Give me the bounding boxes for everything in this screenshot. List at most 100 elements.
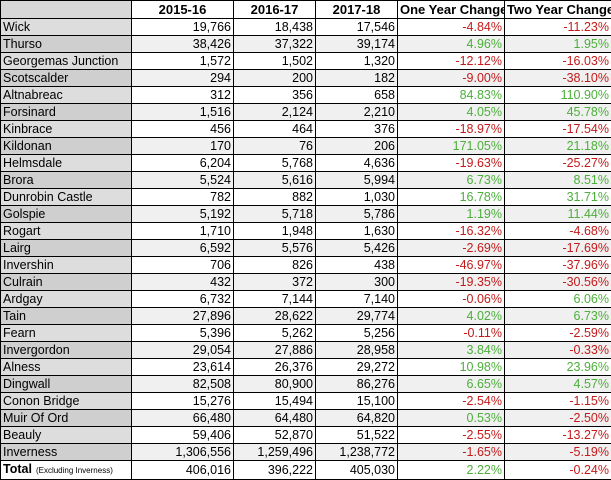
value-2015-16-cell[interactable]: 782 bbox=[132, 189, 234, 206]
header-2016-17[interactable]: 2016-17 bbox=[234, 1, 316, 19]
value-2016-17-cell[interactable]: 26,376 bbox=[234, 359, 316, 376]
value-2015-16-cell[interactable]: 294 bbox=[132, 70, 234, 87]
station-name-cell[interactable]: Muir Of Ord bbox=[1, 410, 132, 427]
one-year-change-cell[interactable]: 6.73% bbox=[398, 172, 505, 189]
station-name-cell[interactable]: Wick bbox=[1, 19, 132, 36]
value-2017-18-cell[interactable]: 1,320 bbox=[316, 53, 398, 70]
value-2016-17-cell[interactable]: 372 bbox=[234, 274, 316, 291]
one-year-change-cell[interactable]: 84.83% bbox=[398, 87, 505, 104]
two-year-change-cell[interactable]: 6.73% bbox=[505, 308, 611, 325]
value-2016-17-cell[interactable]: 1,948 bbox=[234, 223, 316, 240]
two-year-change-cell[interactable]: -17.54% bbox=[505, 121, 611, 138]
value-2015-16-cell[interactable]: 6,592 bbox=[132, 240, 234, 257]
two-year-change-cell[interactable]: -16.03% bbox=[505, 53, 611, 70]
value-2015-16-cell[interactable]: 1,572 bbox=[132, 53, 234, 70]
two-year-change-cell[interactable]: 31.71% bbox=[505, 189, 611, 206]
one-year-change-cell[interactable]: 6.65% bbox=[398, 376, 505, 393]
value-2016-17-cell[interactable]: 5,718 bbox=[234, 206, 316, 223]
value-2015-16-cell[interactable]: 38,426 bbox=[132, 36, 234, 53]
one-year-change-cell[interactable]: 4.05% bbox=[398, 104, 505, 121]
value-2017-18-cell[interactable]: 1,238,772 bbox=[316, 444, 398, 461]
value-2015-16-cell[interactable]: 59,406 bbox=[132, 427, 234, 444]
station-name-cell[interactable]: Helmsdale bbox=[1, 155, 132, 172]
one-year-change-cell[interactable]: 16.78% bbox=[398, 189, 505, 206]
one-year-change-cell[interactable]: -16.32% bbox=[398, 223, 505, 240]
one-year-change-cell[interactable]: -12.12% bbox=[398, 53, 505, 70]
value-2017-18-cell[interactable]: 4,636 bbox=[316, 155, 398, 172]
value-2017-18-cell[interactable]: 300 bbox=[316, 274, 398, 291]
value-2016-17-cell[interactable]: 76 bbox=[234, 138, 316, 155]
value-2017-18-cell[interactable]: 5,426 bbox=[316, 240, 398, 257]
value-2017-18-cell[interactable]: 39,174 bbox=[316, 36, 398, 53]
value-2017-18-cell[interactable]: 206 bbox=[316, 138, 398, 155]
station-name-cell[interactable]: Kildonan bbox=[1, 138, 132, 155]
two-year-change-cell[interactable]: 23.96% bbox=[505, 359, 611, 376]
value-2016-17-cell[interactable]: 18,438 bbox=[234, 19, 316, 36]
two-year-change-cell[interactable]: 11.44% bbox=[505, 206, 611, 223]
two-year-change-cell[interactable]: -38.10% bbox=[505, 70, 611, 87]
one-year-change-cell[interactable]: 3.84% bbox=[398, 342, 505, 359]
value-2015-16-cell[interactable]: 82,508 bbox=[132, 376, 234, 393]
value-2015-16-cell[interactable]: 1,516 bbox=[132, 104, 234, 121]
value-2017-18-cell[interactable]: 7,140 bbox=[316, 291, 398, 308]
two-year-change-cell[interactable]: 1.95% bbox=[505, 36, 611, 53]
value-2017-18-cell[interactable]: 29,774 bbox=[316, 308, 398, 325]
two-year-change-cell[interactable]: -5.19% bbox=[505, 444, 611, 461]
one-year-change-cell[interactable]: -19.63% bbox=[398, 155, 505, 172]
station-name-cell[interactable]: Alness bbox=[1, 359, 132, 376]
one-year-change-cell[interactable]: -19.35% bbox=[398, 274, 505, 291]
station-name-cell[interactable]: Conon Bridge bbox=[1, 393, 132, 410]
two-year-change-cell[interactable]: -25.27% bbox=[505, 155, 611, 172]
one-year-change-cell[interactable]: 4.02% bbox=[398, 308, 505, 325]
value-2017-18-cell[interactable]: 51,522 bbox=[316, 427, 398, 444]
station-name-cell[interactable]: Inverness bbox=[1, 444, 132, 461]
value-2016-17-cell[interactable]: 882 bbox=[234, 189, 316, 206]
two-year-change-cell[interactable]: -2.50% bbox=[505, 410, 611, 427]
total-2017-18[interactable]: 405,030 bbox=[316, 461, 398, 480]
value-2016-17-cell[interactable]: 80,900 bbox=[234, 376, 316, 393]
value-2015-16-cell[interactable]: 1,710 bbox=[132, 223, 234, 240]
station-name-cell[interactable]: Ardgay bbox=[1, 291, 132, 308]
value-2017-18-cell[interactable]: 5,256 bbox=[316, 325, 398, 342]
value-2016-17-cell[interactable]: 464 bbox=[234, 121, 316, 138]
one-year-change-cell[interactable]: -1.65% bbox=[398, 444, 505, 461]
total-2016-17[interactable]: 396,222 bbox=[234, 461, 316, 480]
value-2015-16-cell[interactable]: 6,204 bbox=[132, 155, 234, 172]
two-year-change-cell[interactable]: -4.68% bbox=[505, 223, 611, 240]
value-2015-16-cell[interactable]: 19,766 bbox=[132, 19, 234, 36]
two-year-change-cell[interactable]: 45.78% bbox=[505, 104, 611, 121]
value-2016-17-cell[interactable]: 200 bbox=[234, 70, 316, 87]
value-2015-16-cell[interactable]: 27,896 bbox=[132, 308, 234, 325]
value-2017-18-cell[interactable]: 17,546 bbox=[316, 19, 398, 36]
value-2016-17-cell[interactable]: 7,144 bbox=[234, 291, 316, 308]
value-2016-17-cell[interactable]: 1,259,496 bbox=[234, 444, 316, 461]
value-2017-18-cell[interactable]: 64,820 bbox=[316, 410, 398, 427]
total-label-cell[interactable]: Total(Excluding Inverness) bbox=[1, 461, 132, 480]
value-2015-16-cell[interactable]: 5,192 bbox=[132, 206, 234, 223]
value-2015-16-cell[interactable]: 66,480 bbox=[132, 410, 234, 427]
value-2015-16-cell[interactable]: 6,732 bbox=[132, 291, 234, 308]
one-year-change-cell[interactable]: -2.69% bbox=[398, 240, 505, 257]
value-2015-16-cell[interactable]: 170 bbox=[132, 138, 234, 155]
value-2017-18-cell[interactable]: 1,030 bbox=[316, 189, 398, 206]
value-2017-18-cell[interactable]: 658 bbox=[316, 87, 398, 104]
value-2017-18-cell[interactable]: 5,786 bbox=[316, 206, 398, 223]
value-2017-18-cell[interactable]: 28,958 bbox=[316, 342, 398, 359]
value-2017-18-cell[interactable]: 5,994 bbox=[316, 172, 398, 189]
value-2016-17-cell[interactable]: 5,576 bbox=[234, 240, 316, 257]
two-year-change-cell[interactable]: 6.06% bbox=[505, 291, 611, 308]
value-2015-16-cell[interactable]: 456 bbox=[132, 121, 234, 138]
header-one-year-change[interactable]: One Year Change bbox=[398, 1, 505, 19]
one-year-change-cell[interactable]: 1.19% bbox=[398, 206, 505, 223]
value-2015-16-cell[interactable]: 706 bbox=[132, 257, 234, 274]
one-year-change-cell[interactable]: 4.96% bbox=[398, 36, 505, 53]
value-2017-18-cell[interactable]: 1,630 bbox=[316, 223, 398, 240]
value-2015-16-cell[interactable]: 1,306,556 bbox=[132, 444, 234, 461]
station-name-cell[interactable]: Forsinard bbox=[1, 104, 132, 121]
value-2017-18-cell[interactable]: 86,276 bbox=[316, 376, 398, 393]
value-2015-16-cell[interactable]: 432 bbox=[132, 274, 234, 291]
one-year-change-cell[interactable]: -0.06% bbox=[398, 291, 505, 308]
header-2015-16[interactable]: 2015-16 bbox=[132, 1, 234, 19]
two-year-change-cell[interactable]: -13.27% bbox=[505, 427, 611, 444]
two-year-change-cell[interactable]: -17.69% bbox=[505, 240, 611, 257]
